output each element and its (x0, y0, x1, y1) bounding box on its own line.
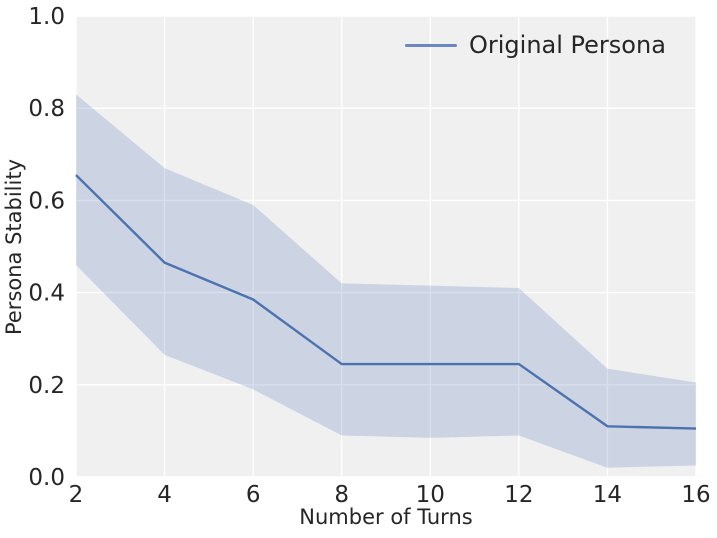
confidence-band (76, 94, 696, 468)
legend: Original Persona (405, 31, 666, 59)
y-tick-label: 0.8 (28, 96, 65, 122)
y-tick-label: 0.4 (28, 281, 65, 307)
y-tick-label: 1.0 (28, 4, 65, 30)
y-tick-label: 0.0 (28, 465, 65, 491)
x-tick-label: 14 (593, 482, 622, 508)
x-axis-label: Number of Turns (299, 505, 473, 529)
x-tick-label: 4 (157, 482, 172, 508)
x-tick-label: 6 (246, 482, 261, 508)
legend-line-sample (405, 43, 457, 47)
x-tick-label: 8 (334, 482, 349, 508)
x-tick-label: 10 (416, 482, 445, 508)
legend-label: Original Persona (469, 31, 666, 59)
plot-background (76, 16, 696, 477)
x-tick-label: 16 (681, 482, 710, 508)
x-tick-label: 12 (504, 482, 533, 508)
y-axis-label: Persona Stability (2, 158, 27, 335)
series-line (75, 174, 697, 430)
y-tick-label: 0.6 (28, 188, 65, 214)
y-axis-label-container: Persona Stability (2, 16, 26, 477)
x-tick-label: 2 (69, 482, 84, 508)
y-tick-label: 0.2 (28, 373, 65, 399)
